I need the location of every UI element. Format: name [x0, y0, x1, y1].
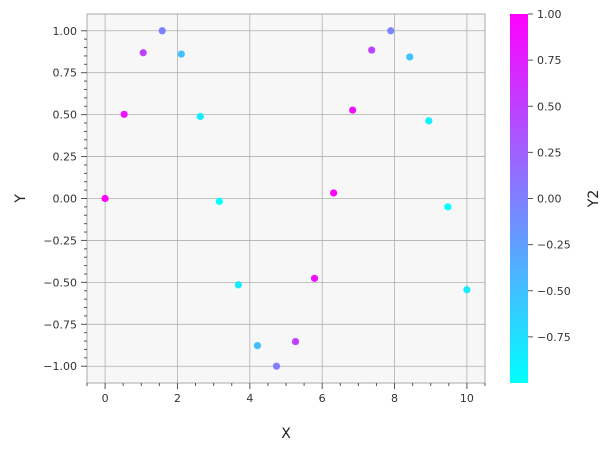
x-tick-label: 6	[319, 392, 326, 405]
y-tick-label: 0.25	[53, 151, 78, 164]
data-point	[406, 53, 414, 61]
data-point	[425, 117, 433, 125]
data-point	[368, 46, 376, 54]
data-point	[101, 194, 109, 203]
data-point	[444, 203, 452, 211]
data-point	[120, 110, 128, 118]
y-tick-label: −0.25	[43, 234, 77, 247]
data-point	[139, 49, 147, 57]
y-tick-label: −0.50	[43, 276, 77, 289]
data-point	[234, 281, 242, 289]
colorbar-label: Y2	[586, 190, 602, 208]
data-point	[196, 112, 204, 121]
x-tick-label: 2	[174, 392, 181, 405]
data-point	[177, 50, 185, 58]
y-tick-label: −1.00	[43, 360, 77, 373]
x-tick-label: 4	[246, 392, 253, 405]
data-point	[330, 189, 338, 197]
colorbar-tick-label: 0.75	[537, 54, 562, 67]
grid-lines	[87, 14, 485, 383]
colorbar-tick-label: 0.25	[537, 146, 562, 159]
x-axis: 0 2 4 6 8 10	[86, 383, 486, 405]
data-point	[272, 362, 281, 370]
colorbar-axis: −0.75 −0.50 −0.25 0.00 0.25 0.50 0.75 1.00	[528, 8, 571, 344]
colorbar-tick-label: 1.00	[537, 8, 562, 21]
data-point	[310, 274, 319, 282]
y-tick-label: 0.00	[53, 193, 78, 206]
x-tick-label: 10	[460, 392, 474, 405]
y-tick-label: 0.50	[53, 109, 78, 122]
colorbar-tick-label: −0.75	[537, 331, 571, 344]
data-point	[387, 27, 395, 35]
colorbar	[510, 14, 528, 383]
colorbar-tick-label: 0.00	[537, 193, 562, 206]
data-points	[101, 27, 471, 370]
colorbar-tick-label: −0.25	[537, 239, 571, 252]
data-point	[463, 286, 471, 294]
colorbar-tick-label: −0.50	[537, 285, 571, 298]
y-tick-label: −0.75	[43, 318, 77, 331]
data-point	[158, 27, 166, 35]
colorbar-tick-label: 0.50	[537, 100, 562, 113]
y-tick-label: 0.75	[53, 67, 78, 80]
x-axis-label: X	[281, 426, 291, 442]
x-tick-label: 0	[102, 392, 109, 405]
data-point	[291, 337, 300, 346]
data-point	[349, 106, 357, 114]
y-axis: −1.00 −0.75 −0.50 −0.25 0.00 0.25 0.50 0.75 1.00	[43, 25, 87, 373]
data-point	[215, 197, 223, 205]
y-tick-label: 1.00	[53, 25, 78, 38]
y-axis-label: Y	[13, 194, 29, 204]
data-point	[253, 341, 262, 350]
x-tick-label: 8	[391, 392, 398, 405]
